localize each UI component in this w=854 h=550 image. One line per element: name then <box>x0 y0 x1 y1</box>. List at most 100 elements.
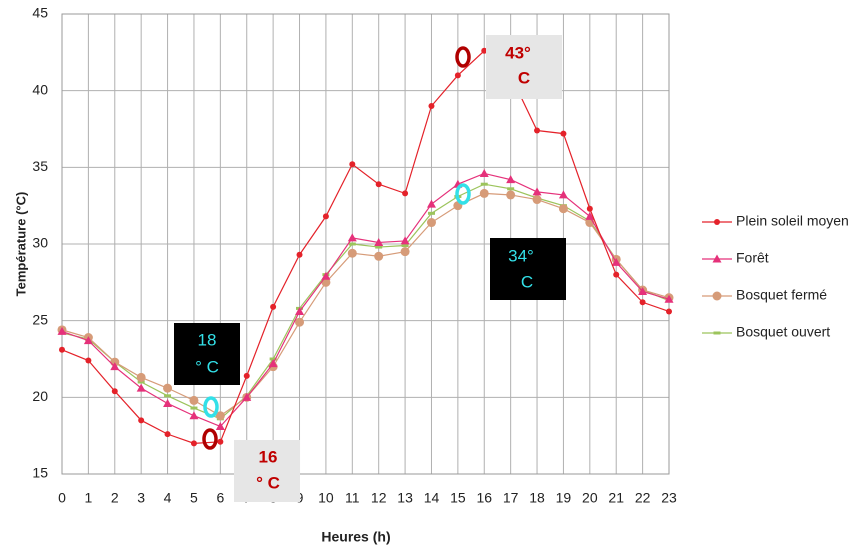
marker <box>163 398 173 407</box>
marker <box>348 242 356 246</box>
series-line <box>61 192 670 417</box>
x-tick-label: 12 <box>371 490 387 506</box>
y-tick-label: 35 <box>32 158 48 174</box>
marker <box>426 199 436 208</box>
legend: Plein soleil moyen Forêt Bosquet fermé Bosq… <box>702 213 849 340</box>
marker <box>321 271 331 280</box>
annotation-box <box>174 323 240 385</box>
marker <box>110 362 120 371</box>
marker <box>666 308 672 315</box>
marker <box>375 245 383 249</box>
x-tick-label: 2 <box>111 490 119 506</box>
annotation-box <box>486 35 562 99</box>
annotation-box <box>234 440 300 502</box>
annotation-text: C <box>518 68 530 87</box>
marker <box>163 383 173 393</box>
marker <box>400 236 410 245</box>
marker <box>268 359 278 368</box>
marker <box>59 346 65 353</box>
legend-label: Forêt <box>736 250 769 266</box>
x-tick-label: 15 <box>450 490 466 506</box>
marker <box>374 237 384 246</box>
marker <box>664 294 674 303</box>
marker <box>713 331 721 335</box>
marker <box>215 411 225 421</box>
marker <box>217 438 224 445</box>
marker <box>402 190 409 197</box>
marker <box>190 406 198 410</box>
marker <box>189 411 199 420</box>
annotation-text: 43° <box>505 43 531 62</box>
annotations: 43° C 34° C 18 ° C 16 ° C <box>174 35 566 502</box>
marker <box>506 190 516 200</box>
x-axis-title: Heures (h) <box>321 529 390 545</box>
y-tick-label: 30 <box>32 235 48 251</box>
plot-border <box>61 13 670 475</box>
marker <box>295 306 305 315</box>
marker <box>347 248 357 258</box>
marker <box>269 357 277 361</box>
x-tick-label: 13 <box>397 490 413 506</box>
marker <box>85 357 92 364</box>
marker <box>532 187 542 196</box>
y-tick-label: 40 <box>32 81 48 97</box>
x-tick-label: 16 <box>476 490 492 506</box>
marker <box>215 421 225 430</box>
marker <box>83 336 93 345</box>
marker <box>454 72 461 79</box>
x-tick-label: 5 <box>190 490 198 506</box>
highlight-ring <box>202 428 218 450</box>
y-tick-label: 15 <box>32 465 48 481</box>
marker <box>613 271 620 278</box>
marker <box>190 440 197 447</box>
marker <box>714 219 720 225</box>
marker <box>428 103 435 109</box>
x-tick-label: 20 <box>582 490 598 506</box>
x-tick-label: 22 <box>635 490 651 506</box>
marker <box>558 204 568 214</box>
x-tick-label: 19 <box>556 490 572 506</box>
marker <box>347 233 357 242</box>
marker <box>639 299 646 306</box>
y-tick-label: 25 <box>32 311 48 327</box>
annotation-text: ° C <box>195 357 219 376</box>
x-tick-label: 17 <box>503 490 519 506</box>
marker <box>374 251 384 261</box>
marker <box>401 244 409 248</box>
marker <box>57 326 67 335</box>
x-tick-label: 23 <box>661 490 677 506</box>
marker <box>560 130 567 137</box>
marker <box>243 372 250 379</box>
marker <box>375 181 382 188</box>
marker <box>480 182 488 186</box>
marker <box>270 303 277 310</box>
marker <box>532 195 542 205</box>
x-tick-label: 0 <box>58 490 66 506</box>
marker <box>189 395 199 405</box>
annotation-text: 16 <box>259 447 278 466</box>
x-tick-label: 4 <box>164 490 172 506</box>
annotation-box <box>490 238 566 300</box>
legend-label: Bosquet ouvert <box>736 324 830 340</box>
marker <box>322 213 329 220</box>
marker <box>164 394 172 398</box>
marker <box>506 175 516 184</box>
marker <box>111 388 118 395</box>
highlight-ring <box>455 183 471 205</box>
annotation-text: 18 <box>198 330 217 349</box>
annotation-text: C <box>521 272 533 291</box>
marker <box>400 247 410 257</box>
marker <box>712 254 722 263</box>
x-tick-label: 6 <box>216 490 224 506</box>
marker <box>479 168 489 177</box>
marker <box>242 392 252 401</box>
marker <box>136 372 146 382</box>
marker <box>427 211 435 215</box>
series-line <box>61 172 670 428</box>
marker <box>586 205 593 212</box>
x-tick-label: 10 <box>318 490 334 506</box>
y-axis-title: Température (°C) <box>13 192 28 297</box>
highlight-ring <box>203 396 219 418</box>
